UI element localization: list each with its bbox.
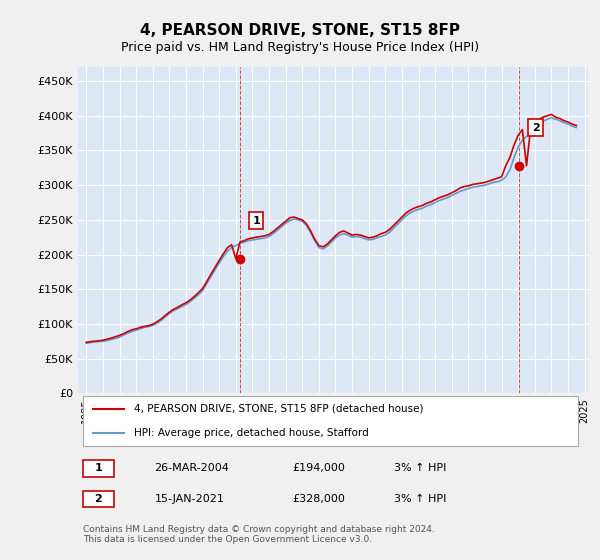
Text: £328,000: £328,000 — [292, 494, 345, 504]
Text: Contains HM Land Registry data © Crown copyright and database right 2024.
This d: Contains HM Land Registry data © Crown c… — [83, 525, 435, 544]
Text: Price paid vs. HM Land Registry's House Price Index (HPI): Price paid vs. HM Land Registry's House … — [121, 41, 479, 54]
Text: 26-MAR-2004: 26-MAR-2004 — [155, 463, 229, 473]
Text: 3% ↑ HPI: 3% ↑ HPI — [394, 463, 446, 473]
FancyBboxPatch shape — [83, 460, 114, 477]
Text: 1: 1 — [253, 216, 260, 226]
Text: 1: 1 — [95, 463, 102, 473]
FancyBboxPatch shape — [83, 396, 578, 446]
Text: 2: 2 — [532, 123, 539, 133]
Text: £194,000: £194,000 — [292, 463, 345, 473]
Text: 4, PEARSON DRIVE, STONE, ST15 8FP (detached house): 4, PEARSON DRIVE, STONE, ST15 8FP (detac… — [134, 404, 424, 414]
FancyBboxPatch shape — [83, 491, 114, 507]
Text: 2: 2 — [95, 494, 102, 504]
Text: 15-JAN-2021: 15-JAN-2021 — [155, 494, 224, 504]
Text: 3% ↑ HPI: 3% ↑ HPI — [394, 494, 446, 504]
Text: 4, PEARSON DRIVE, STONE, ST15 8FP: 4, PEARSON DRIVE, STONE, ST15 8FP — [140, 24, 460, 38]
Text: HPI: Average price, detached house, Stafford: HPI: Average price, detached house, Staf… — [134, 428, 369, 438]
